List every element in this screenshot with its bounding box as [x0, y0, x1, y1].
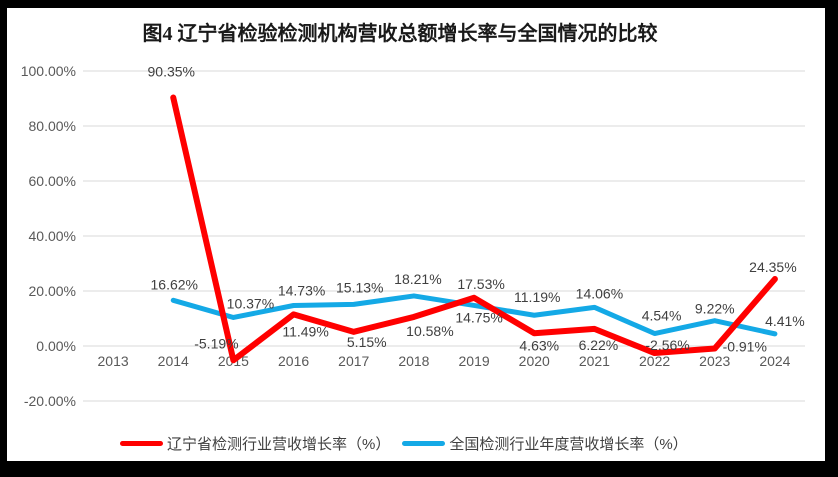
liaoning-data-label: -5.19%: [194, 335, 238, 351]
legend-label-national: 全国检测行业年度营收增长率（%）: [449, 436, 688, 453]
y-axis-tick-label: 60.00%: [29, 173, 76, 189]
liaoning-data-label: 4.63%: [519, 337, 559, 353]
legend: 辽宁省检测行业营收增长率（%） 全国检测行业年度营收增长率（%）: [120, 433, 688, 454]
y-axis-tick-label: -20.00%: [24, 393, 76, 409]
liaoning-data-label: 90.35%: [148, 64, 195, 80]
x-axis-tick-label: 2017: [338, 353, 369, 369]
chart-title: 图4 辽宁省检验检测机构营收总额增长率与全国情况的比较: [142, 23, 658, 45]
liaoning-data-label: 6.22%: [579, 337, 619, 353]
y-axis-tick-label: 20.00%: [29, 283, 76, 299]
x-axis-tick-label: 2023: [699, 353, 730, 369]
legend-item-national: 全国检测行业年度营收增长率（%）: [402, 433, 688, 454]
liaoning-data-label: -2.56%: [645, 337, 689, 353]
liaoning-data-label: 11.49%: [282, 323, 328, 339]
national-data-label: 16.62%: [151, 276, 198, 292]
y-axis-tick-label: 40.00%: [29, 228, 76, 244]
national-data-label: 18.21%: [394, 271, 441, 287]
liaoning-data-label: -0.91%: [723, 339, 767, 355]
frame-border-bottom: [0, 461, 838, 477]
x-axis-tick-label: 2020: [519, 353, 550, 369]
x-axis-tick-label: 2018: [398, 353, 429, 369]
legend-swatch-national: [402, 441, 446, 446]
x-axis-tick-label: 2019: [459, 353, 490, 369]
national-data-label: 9.22%: [695, 301, 735, 317]
x-axis-tick-label: 2022: [639, 353, 670, 369]
national-line: [170, 293, 778, 337]
national-data-label: 14.73%: [278, 282, 325, 298]
national-data-label: 4.54%: [642, 308, 682, 324]
liaoning-data-label: 5.15%: [347, 334, 387, 350]
liaoning-data-label: 17.53%: [457, 276, 504, 292]
national-data-label: 14.06%: [576, 285, 623, 301]
legend-item-liaoning: 辽宁省检测行业营收增长率（%）: [120, 433, 390, 454]
national-data-label: 15.13%: [336, 279, 383, 295]
x-axis-tick-label: 2016: [278, 353, 309, 369]
frame-border-right: [825, 0, 838, 477]
x-axis-tick-label: 2021: [579, 353, 610, 369]
y-axis-tick-label: 80.00%: [29, 118, 76, 134]
national-data-label: 11.19%: [514, 289, 560, 305]
liaoning-data-label: 24.35%: [749, 259, 796, 275]
y-axis-tick-label: 100.00%: [21, 63, 76, 79]
x-axis-tick-label: 2014: [158, 353, 189, 369]
frame-border-top: [0, 0, 838, 8]
legend-label-liaoning: 辽宁省检测行业营收增长率（%）: [167, 436, 391, 453]
national-data-label: 14.75%: [455, 309, 502, 325]
frame-border-left: [0, 0, 7, 477]
x-axis-tick-label: 2024: [759, 353, 790, 369]
liaoning-data-label: 10.58%: [406, 323, 453, 339]
legend-swatch-liaoning: [120, 441, 163, 446]
national-data-label: 4.41%: [765, 313, 805, 329]
liaoning-line: [170, 94, 778, 364]
national-data-label: 10.37%: [227, 295, 274, 311]
x-axis-tick-label: 2013: [98, 353, 129, 369]
y-axis-tick-label: 0.00%: [36, 338, 76, 354]
